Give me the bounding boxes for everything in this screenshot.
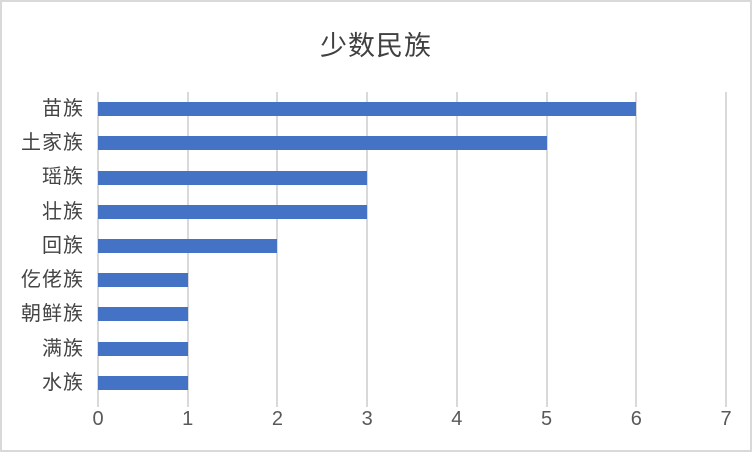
xtick-label-5: 5 — [541, 408, 553, 430]
xtick-label-4: 4 — [451, 408, 463, 430]
category-label-苗族: 苗族 — [42, 98, 84, 120]
bar-苗族 — [98, 102, 637, 117]
bar-壮族 — [98, 204, 368, 219]
xtick-label-7: 7 — [720, 408, 732, 430]
gridline-x-6 — [635, 92, 638, 407]
value-axis: 0 1 2 3 4 5 6 7 — [92, 408, 731, 434]
category-label-回族: 回族 — [42, 234, 84, 257]
gridline-x-2 — [276, 92, 279, 407]
xtick-label-0: 0 — [92, 408, 104, 430]
bar-水族 — [98, 375, 188, 390]
category-label-满族: 满族 — [42, 337, 84, 360]
category-label-壮族: 壮族 — [42, 200, 84, 223]
bar-朝鲜族 — [98, 307, 188, 322]
gridline-x-3 — [366, 92, 369, 407]
gridline-x-5 — [545, 92, 548, 407]
xtick-label-6: 6 — [630, 408, 642, 430]
plot-area — [97, 92, 727, 407]
category-label-水族: 水族 — [42, 371, 84, 394]
bar-土家族 — [98, 136, 547, 151]
category-label-朝鲜族: 朝鲜族 — [21, 303, 84, 326]
chart-title: 少数民族 — [320, 31, 432, 61]
gridline-x-7 — [725, 92, 727, 407]
bar-满族 — [98, 341, 188, 356]
bar-瑶族 — [98, 170, 368, 185]
xtick-label-2: 2 — [271, 408, 283, 430]
xtick-label-1: 1 — [182, 408, 194, 430]
category-label-瑶族: 瑶族 — [42, 166, 84, 189]
xtick-label-3: 3 — [361, 408, 373, 430]
gridline-x-4 — [455, 92, 458, 407]
category-axis: 苗族土家族瑶族壮族回族仡佬族朝鲜族满族水族 — [2, 92, 84, 400]
category-label-土家族: 土家族 — [21, 132, 84, 155]
bar-回族 — [98, 239, 278, 253]
category-label-仡佬族: 仡佬族 — [21, 269, 84, 292]
bar-仡佬族 — [98, 273, 188, 288]
